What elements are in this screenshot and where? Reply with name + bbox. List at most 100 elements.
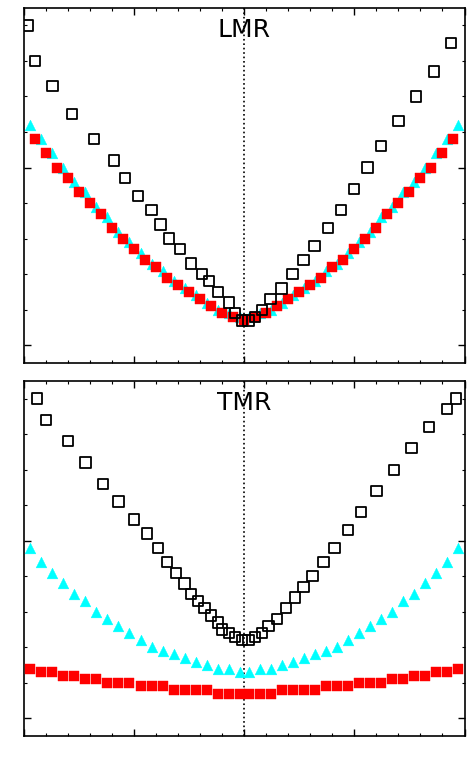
Text: LMR: LMR: [218, 18, 271, 43]
Point: [443, 556, 451, 568]
Point: [240, 314, 248, 326]
Point: [170, 648, 177, 660]
Point: [199, 268, 206, 280]
Point: [406, 187, 413, 199]
Point: [48, 147, 56, 159]
Point: [68, 108, 76, 120]
Point: [355, 677, 363, 689]
Point: [148, 680, 155, 692]
Point: [231, 631, 239, 643]
Point: [373, 222, 380, 234]
Point: [236, 666, 244, 679]
Point: [362, 232, 369, 244]
Point: [203, 297, 210, 309]
Point: [309, 570, 316, 582]
Point: [355, 236, 363, 248]
Point: [322, 680, 329, 692]
Point: [421, 669, 428, 682]
Point: [27, 663, 34, 675]
Point: [394, 115, 402, 128]
Point: [225, 297, 232, 309]
Text: TMR: TMR: [217, 392, 271, 415]
Point: [300, 581, 308, 593]
Point: [300, 282, 308, 294]
Point: [339, 254, 347, 266]
Point: [64, 172, 72, 184]
Point: [256, 307, 264, 320]
Point: [311, 240, 319, 252]
Point: [399, 595, 407, 607]
Point: [337, 204, 345, 216]
Point: [148, 641, 155, 653]
Point: [432, 666, 440, 679]
Point: [214, 663, 221, 675]
Point: [410, 175, 418, 187]
Point: [172, 567, 180, 579]
Point: [181, 652, 188, 664]
Point: [408, 442, 415, 455]
Point: [256, 663, 264, 675]
Point: [37, 666, 45, 679]
Point: [121, 172, 129, 184]
Point: [42, 147, 50, 159]
Point: [225, 663, 232, 675]
Point: [251, 310, 259, 323]
Point: [231, 307, 239, 320]
Point: [126, 627, 133, 639]
Point: [148, 204, 155, 216]
Point: [289, 289, 296, 301]
Point: [115, 496, 122, 508]
Point: [205, 276, 213, 288]
Point: [366, 677, 374, 689]
Point: [225, 688, 232, 700]
Point: [203, 659, 210, 671]
Point: [218, 307, 226, 320]
Point: [454, 119, 462, 131]
Point: [295, 286, 303, 298]
Point: [86, 197, 94, 209]
Point: [410, 588, 418, 600]
Point: [75, 187, 82, 199]
Point: [119, 232, 127, 244]
Point: [37, 133, 45, 145]
Point: [115, 620, 122, 632]
Point: [377, 677, 384, 689]
Point: [282, 602, 290, 614]
Point: [82, 673, 89, 685]
Point: [273, 613, 281, 625]
Point: [278, 297, 285, 309]
Point: [355, 627, 363, 639]
Point: [71, 669, 78, 682]
Point: [152, 261, 160, 273]
Point: [333, 257, 340, 269]
Point: [251, 631, 259, 643]
Point: [159, 645, 166, 657]
Point: [194, 595, 201, 607]
Point: [214, 616, 221, 628]
Point: [377, 140, 384, 153]
Point: [245, 635, 252, 647]
Point: [263, 307, 270, 320]
Point: [27, 542, 34, 554]
Point: [256, 688, 264, 700]
Point: [170, 276, 177, 288]
Point: [350, 243, 358, 255]
Point: [267, 304, 274, 316]
Point: [92, 673, 100, 685]
Point: [155, 542, 162, 554]
Point: [410, 669, 418, 682]
Point: [110, 154, 118, 166]
Point: [322, 265, 329, 277]
Point: [192, 684, 200, 696]
Point: [273, 300, 281, 312]
Point: [60, 162, 67, 174]
Point: [229, 310, 237, 323]
Point: [394, 197, 402, 209]
Point: [181, 282, 188, 294]
Point: [344, 524, 352, 536]
Point: [207, 609, 215, 622]
Point: [377, 211, 384, 223]
Point: [181, 684, 188, 696]
Point: [42, 414, 50, 426]
Point: [333, 641, 340, 653]
